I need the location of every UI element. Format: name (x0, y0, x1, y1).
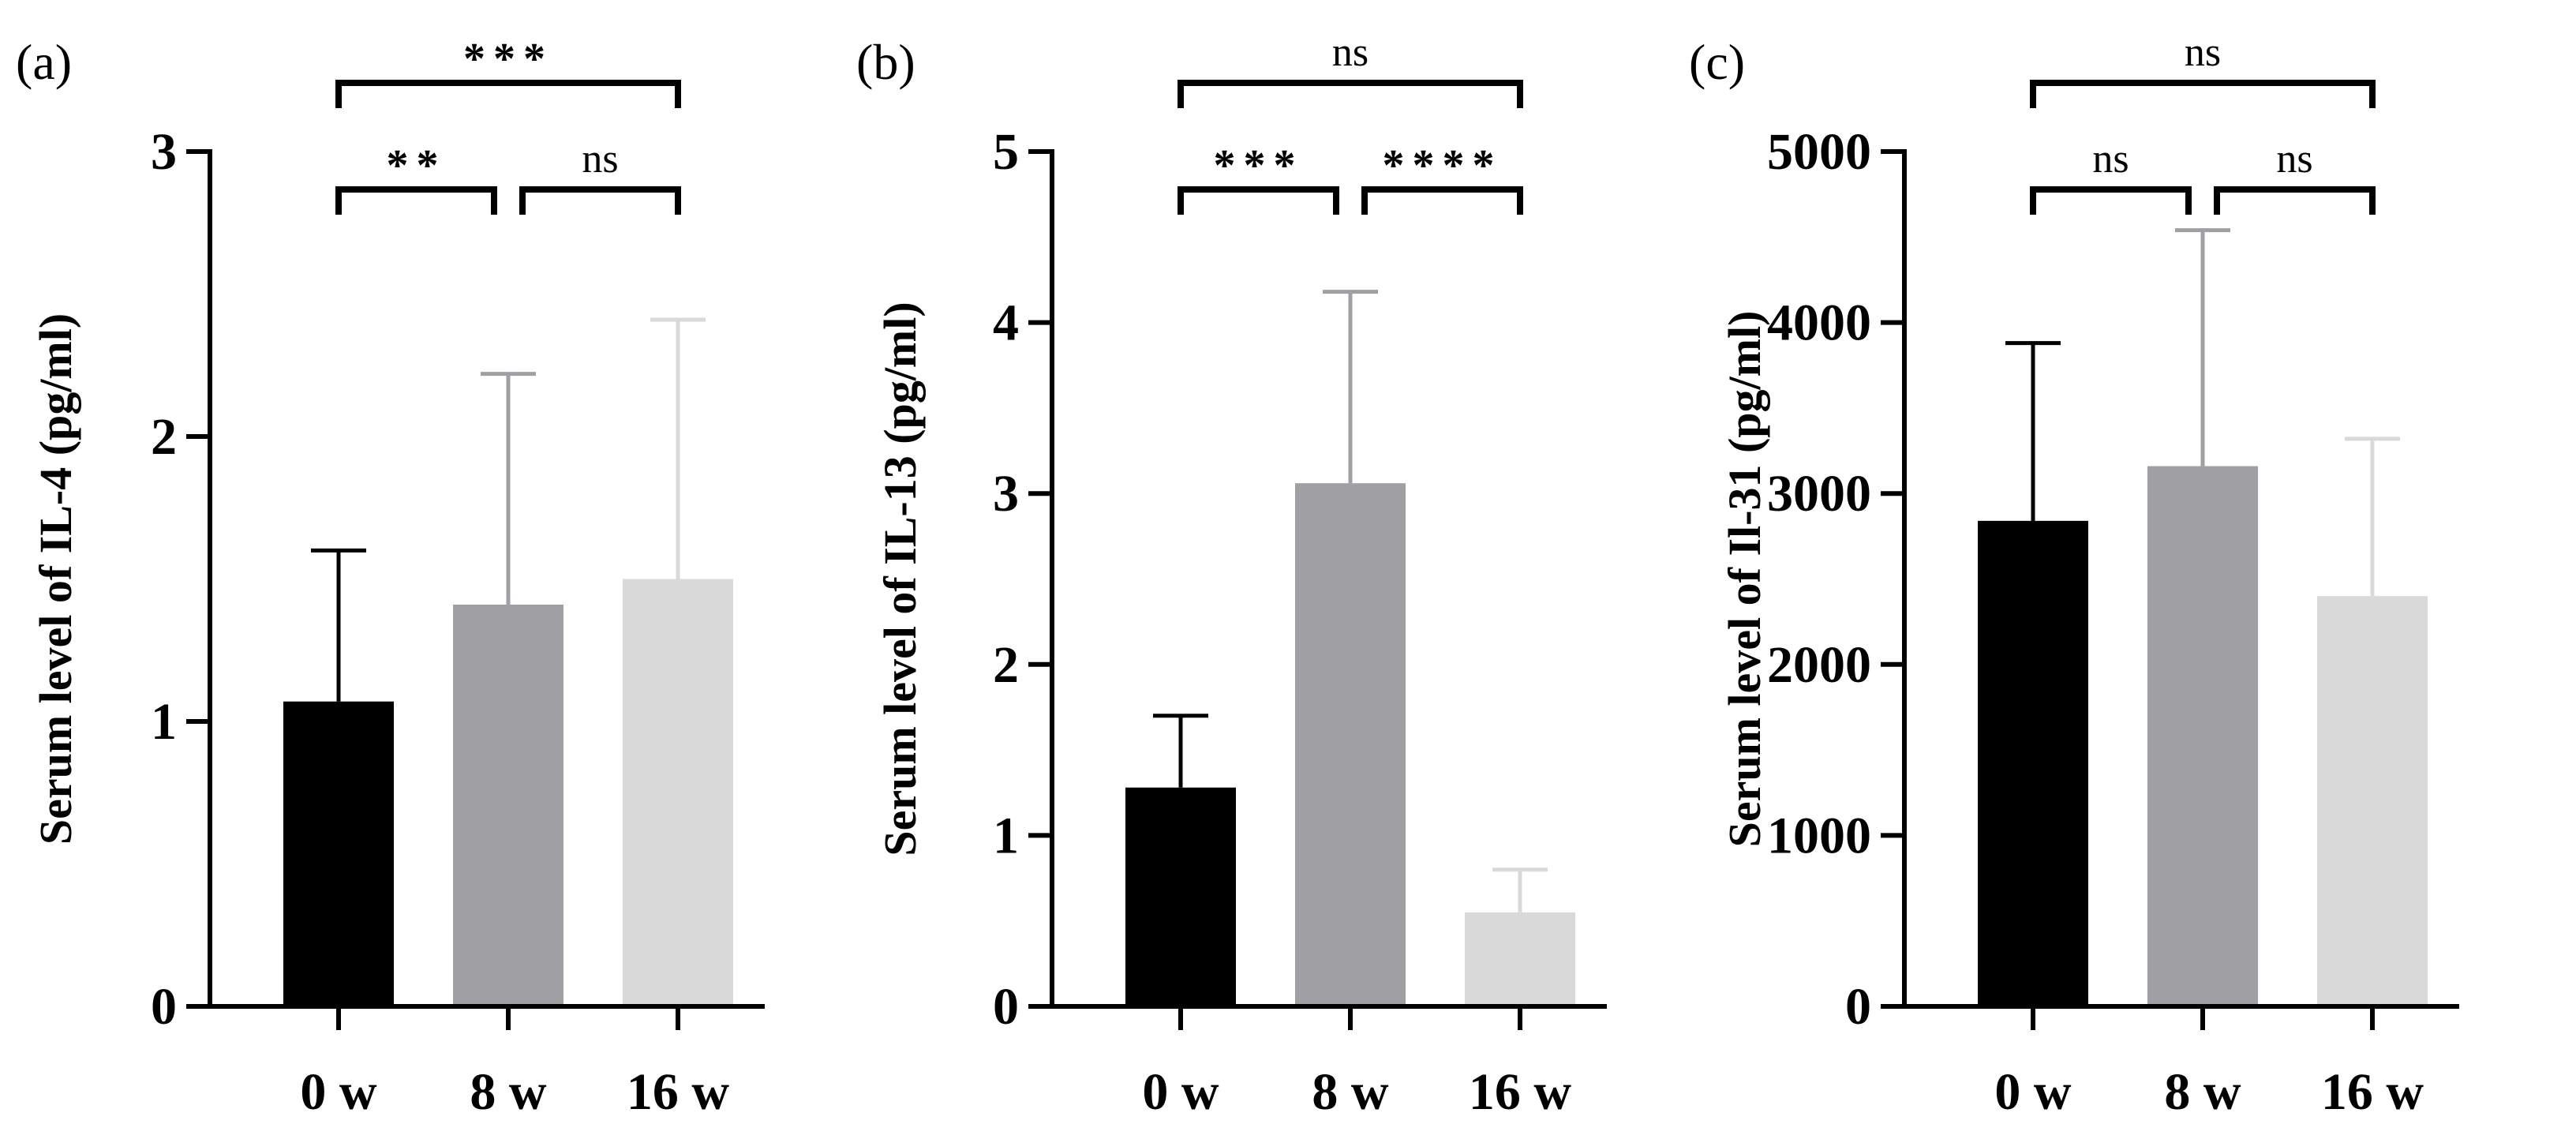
panel-a-sig-bracket-2 (335, 80, 681, 108)
panel-a-y-axis-label: Serum level of IL-4 (pg/ml) (30, 313, 81, 845)
panel-a-sig-label-2: *** (463, 35, 553, 84)
panel-b-x-tick-label-2: 16 w (1469, 1063, 1572, 1121)
panel-a-sig-bracket-0 (335, 186, 497, 215)
panel-b-y-tick-label-0: 0 (993, 978, 1019, 1036)
panel-a-bar-2 (623, 579, 733, 1006)
panel-b-sig-label-1: **** (1383, 141, 1503, 190)
panel-a-x-tick-label-1: 8 w (470, 1063, 547, 1121)
panel-c-sig-bracket-0 (2030, 186, 2192, 215)
panel-c-y-tick-label-5: 5000 (1767, 123, 1871, 181)
panel-a-bar-1 (453, 604, 564, 1006)
panel-c-sig-label-1: ns (2276, 137, 2312, 182)
panel-c-x-tick-label-0: 0 w (1994, 1063, 2072, 1121)
panel-c-y-tick-label-1: 1000 (1767, 807, 1871, 864)
panel-c-y-axis-label: Serum level of Il-31 (pg/ml) (1719, 311, 1770, 848)
panel-a-y-tick-label-2: 2 (151, 408, 177, 466)
panel-c-sig-label-2: ns (2185, 30, 2221, 75)
panel-a-bar-0 (283, 701, 394, 1006)
panel-b-bar-1 (1295, 483, 1406, 1006)
panel-c-sig-label-0: ns (2092, 137, 2129, 182)
panel-b-sig-label-2: ns (1332, 30, 1368, 75)
panel-a-sig-bracket-1 (519, 186, 681, 215)
panel-a-y-tick-label-0: 0 (151, 978, 177, 1036)
panel-a-label: (a) (16, 34, 72, 90)
panel-b-sig-label-0: *** (1214, 141, 1304, 190)
panel-c-y-tick-label-4: 4000 (1767, 294, 1871, 352)
panel-a-y-tick-label-1: 1 (151, 693, 177, 751)
panel-b-y-tick-label-2: 2 (993, 636, 1019, 694)
panel-b-sig-bracket-2 (1178, 80, 1523, 108)
panel-b-y-tick-label-1: 1 (993, 807, 1019, 864)
panel-b-y-tick-label-4: 4 (993, 294, 1019, 352)
panel-c-label: (c) (1689, 34, 1745, 90)
panel-c-x-tick-label-2: 16 w (2321, 1063, 2424, 1121)
panel-c-x-tick-label-1: 8 w (2164, 1063, 2241, 1121)
panel-b-label: (b) (856, 34, 915, 90)
panel-a-sig-label-0: ** (387, 141, 447, 190)
panel-c-y-tick-label-3: 3000 (1767, 465, 1871, 523)
panel-b-x-tick-label-1: 8 w (1312, 1063, 1389, 1121)
panel-c-bar-1 (2147, 466, 2258, 1006)
panel-a-x-tick-label-0: 0 w (300, 1063, 377, 1121)
panel-b-bar-2 (1465, 912, 1575, 1006)
panel-a-sig-label-1: ns (582, 137, 618, 182)
panel-b-y-tick-label-5: 5 (993, 123, 1019, 181)
panel-b-y-axis-label: Serum level of IL-13 (pg/ml) (874, 302, 926, 856)
panel-c-y-tick-label-0: 0 (1845, 978, 1871, 1036)
panel-c-sig-bracket-2 (2030, 80, 2376, 108)
panel-c-bar-0 (1978, 520, 2088, 1006)
panel-b-sig-bracket-1 (1361, 186, 1523, 215)
panel-c-y-tick-label-2: 2000 (1767, 636, 1871, 694)
panel-b-sig-bracket-0 (1178, 186, 1339, 215)
panel-c-sig-bracket-1 (2214, 186, 2376, 215)
panel-b-y-tick-label-3: 3 (993, 465, 1019, 523)
panel-a-y-tick-label-3: 3 (151, 123, 177, 181)
panel-b-x-tick-label-0: 0 w (1142, 1063, 1219, 1121)
panel-b-bar-0 (1125, 787, 1236, 1006)
panel-a-x-tick-label-2: 16 w (627, 1063, 730, 1121)
panel-c-bar-2 (2317, 596, 2428, 1006)
